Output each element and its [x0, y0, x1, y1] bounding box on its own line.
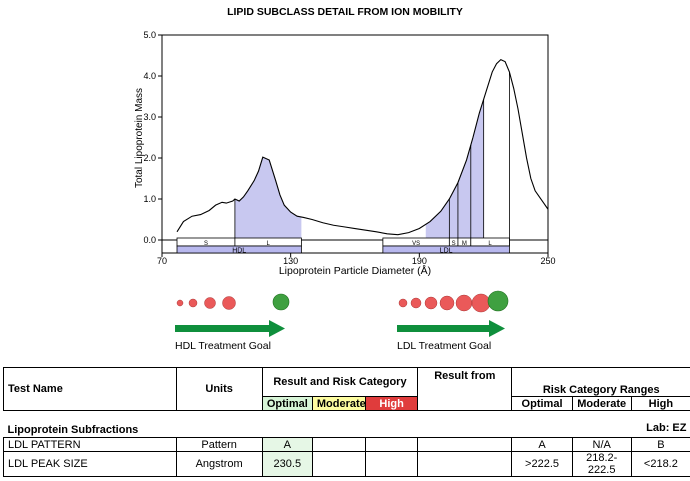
chart-title: LIPID SUBCLASS DETAIL FROM ION MOBILITY	[227, 6, 463, 18]
section-row: Lipoprotein Subfractions Lab: EZ	[4, 411, 690, 438]
row-optimal-result: 230.5	[261, 451, 313, 477]
hdl-treatment-goal-label: HDL Treatment Goal	[175, 340, 271, 352]
row-optimal-result: A	[261, 437, 313, 452]
ldl-particle	[410, 297, 422, 309]
class-cell	[382, 245, 510, 254]
header-row-2: Optimal Moderate High Optimal Moderate H…	[4, 396, 690, 411]
subclass-label: S	[204, 241, 208, 247]
y-tick-label: 3.0	[143, 112, 156, 122]
row-range-moderate: N/A	[571, 437, 632, 452]
header-range-moderate: Moderate	[571, 396, 632, 411]
header-moderate: Moderate	[311, 396, 367, 411]
row-units: Pattern	[175, 437, 263, 452]
subclass-label: VS	[412, 241, 420, 247]
header-range-optimal: Optimal	[511, 396, 573, 411]
header-result-from: Result from	[417, 367, 513, 411]
x-axis-label: Lipoprotein Particle Diameter (Å)	[279, 264, 431, 277]
y-tick-label: 2.0	[143, 153, 156, 163]
subclass-label: L	[266, 241, 270, 247]
ldl-treatment-goal-label: LDL Treatment Goal	[397, 340, 491, 352]
row-range-optimal: A	[511, 437, 573, 452]
ldl-goal-particle	[487, 290, 509, 312]
row-result-from	[417, 437, 513, 452]
row-moderate-result	[311, 437, 367, 452]
row-high-result	[365, 437, 419, 452]
row-range-high: <218.2	[630, 451, 690, 477]
subclass-label: S	[452, 241, 456, 247]
header-optimal: Optimal	[261, 396, 313, 411]
hdl-particle	[222, 296, 236, 310]
hdl-particle	[176, 299, 184, 307]
row-high-result	[365, 451, 419, 477]
subclass-label: M	[462, 241, 467, 247]
table-row: LDL PATTERN Pattern A A N/A B	[3, 437, 690, 452]
ldl-particle	[471, 293, 491, 313]
ldl-particle	[398, 298, 408, 308]
hdl-arrow-head	[269, 320, 285, 337]
ldl-particle	[424, 296, 438, 310]
hdl-particle	[204, 297, 216, 309]
x-tick-label: 70	[157, 256, 167, 266]
row-range-moderate: 218.2-222.5	[571, 451, 632, 477]
hdl-goal-particle	[272, 293, 290, 311]
row-result-from	[417, 451, 513, 477]
x-tick-label: 190	[412, 256, 427, 266]
header-units: Units	[175, 367, 263, 411]
header-row-1: Test Name Units Result and Risk Category…	[3, 367, 690, 411]
particle-area	[175, 290, 509, 337]
hdl-particle	[188, 298, 198, 308]
row-range-high: B	[630, 437, 690, 452]
header-high: High	[365, 396, 419, 411]
ldl-particle	[439, 295, 455, 311]
header-risk-ranges: Risk Category Ranges	[511, 367, 690, 397]
ion-mobility-chart: LIPID SUBCLASS DETAIL FROM ION MOBILITY …	[134, 6, 556, 352]
ldl-arrow-shaft	[397, 325, 491, 332]
section-lab: Lab: EZ	[646, 422, 687, 434]
class-label: HDL	[232, 248, 246, 255]
ldl-particle	[455, 294, 473, 312]
shaded-area	[234, 157, 302, 240]
ldl-arrow-head	[489, 320, 505, 337]
row-test-name: LDL PEAK SIZE	[3, 451, 177, 477]
row-range-optimal: >222.5	[511, 451, 573, 477]
y-axis-label: Total Lipoprotein Mass	[134, 88, 145, 188]
y-tick-label: 4.0	[143, 71, 156, 81]
y-tick-label: 5.0	[143, 30, 156, 40]
y-tick-label: 0.0	[143, 235, 156, 245]
x-tick-label: 250	[540, 256, 555, 266]
class-cell	[176, 245, 302, 254]
row-test-name: LDL PATTERN	[3, 437, 177, 452]
plot-frame	[161, 34, 549, 254]
row-units: Angstrom	[175, 451, 263, 477]
section-title: Lipoprotein Subfractions	[7, 424, 139, 436]
y-tick-label: 1.0	[143, 194, 156, 204]
header-result-risk: Result and Risk Category	[261, 367, 419, 397]
subclass-label: L	[488, 241, 492, 247]
mass-curve	[176, 58, 549, 236]
class-label: LDL	[440, 248, 453, 255]
x-tick-label: 130	[283, 256, 298, 266]
row-moderate-result	[311, 451, 367, 477]
hdl-arrow-shaft	[175, 325, 271, 332]
results-table: Test Name Units Result and Risk Category…	[3, 367, 690, 477]
table-row: LDL PEAK SIZE Angstrom 230.5 >222.5 218.…	[3, 451, 690, 477]
header-test-name: Test Name	[3, 367, 177, 411]
header-range-high: High	[630, 396, 690, 411]
shaded-area	[425, 99, 484, 240]
